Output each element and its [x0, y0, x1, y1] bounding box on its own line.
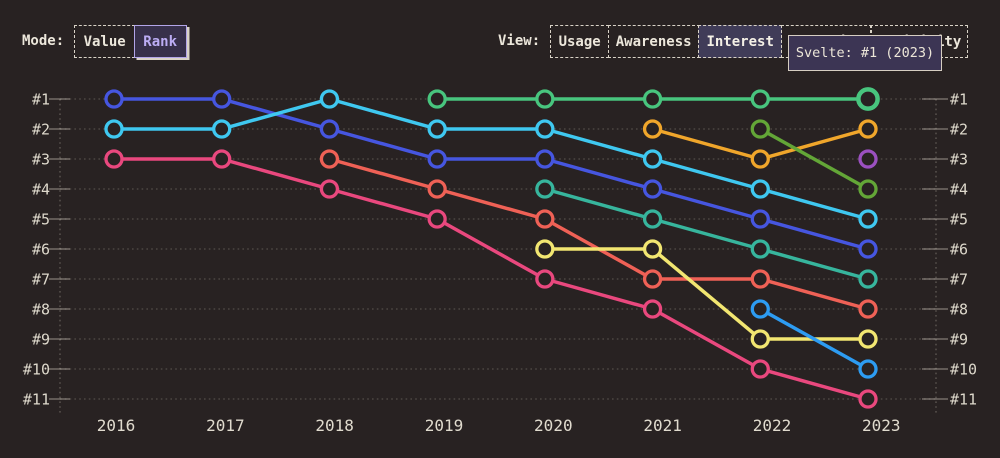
data-point-orange-2021[interactable] [642, 119, 663, 139]
y-axis-label-left-4: #4 [32, 181, 50, 199]
y-axis-label-right-5: #5 [950, 211, 968, 229]
data-point-yellow-2022[interactable] [750, 329, 770, 349]
data-point-cyan-2023[interactable] [858, 209, 878, 229]
data-point-pink-2022[interactable] [750, 359, 770, 379]
y-axis-label-left-1: #1 [32, 91, 50, 109]
data-point-pink-2021[interactable] [642, 299, 663, 319]
data-point-orange-2023[interactable] [858, 119, 878, 139]
data-point-pink-2018[interactable] [319, 179, 340, 199]
data-point-pink-2023[interactable] [858, 389, 878, 409]
y-axis-label-right-1: #1 [950, 91, 968, 109]
series-line-salmon [327, 157, 870, 311]
data-point-royal-blue-2020[interactable] [535, 149, 555, 169]
data-point-royal-blue-2019[interactable] [427, 149, 447, 169]
data-point-salmon-2020[interactable] [535, 209, 555, 229]
y-axis-label-left-2: #2 [32, 121, 50, 139]
y-axis-label-left-10: #10 [23, 361, 50, 379]
y-axis-label-left-8: #8 [32, 301, 50, 319]
data-point-cyan-2022[interactable] [750, 179, 770, 199]
data-point-pink-2017[interactable] [212, 149, 232, 169]
data-point-cyan-2017[interactable] [212, 119, 232, 139]
data-point-cyan-2018[interactable] [319, 89, 340, 109]
y-axis-label-right-10: #10 [950, 361, 977, 379]
y-axis-label-left-6: #6 [32, 241, 50, 259]
data-point-teal-2022[interactable] [750, 239, 770, 259]
data-point-sky-blue-2023[interactable] [858, 359, 878, 379]
data-point-pink-2020[interactable] [535, 269, 555, 289]
data-point-salmon-2021[interactable] [642, 269, 663, 289]
y-axis-label-left-11: #11 [23, 391, 50, 409]
y-axis-label-right-7: #7 [950, 271, 968, 289]
data-point-cyan-2019[interactable] [427, 119, 447, 139]
data-point-teal-2020[interactable] [535, 179, 555, 199]
data-point-royal-blue-2017[interactable] [212, 89, 232, 109]
data-point-yellow-2020[interactable] [535, 239, 555, 259]
data-point-royal-blue-2023[interactable] [858, 239, 878, 259]
x-axis-label-2017: 2017 [206, 416, 245, 435]
x-axis-label-2021: 2021 [643, 416, 682, 435]
data-point-salmon-2018[interactable] [319, 149, 340, 169]
data-point-cyan-2021[interactable] [642, 149, 663, 169]
data-point-salmon-2023[interactable] [858, 299, 878, 319]
series-line-olive-green [758, 127, 870, 191]
x-axis-label-2016: 2016 [97, 416, 136, 435]
series-line-sky-blue [758, 307, 870, 371]
y-axis-label-left-3: #3 [32, 151, 50, 169]
data-point-pink-2019[interactable] [427, 209, 447, 229]
tooltip: Svelte: #1 (2023) [788, 35, 942, 71]
y-axis-label-right-2: #2 [950, 121, 968, 139]
x-axis-label-2020: 2020 [534, 416, 573, 435]
data-point-yellow-2023[interactable] [858, 329, 878, 349]
data-point-pink-2016[interactable] [104, 149, 124, 169]
series-line-cyan [112, 97, 870, 221]
data-point-olive-green-2023[interactable] [858, 179, 878, 199]
y-axis-label-left-9: #9 [32, 331, 50, 349]
data-point-yellow-2021[interactable] [642, 239, 663, 259]
data-point-purple-2023[interactable] [858, 149, 878, 169]
x-axis-label-2022: 2022 [753, 416, 792, 435]
data-point-royal-blue-2016[interactable] [104, 89, 124, 109]
x-axis-label-2018: 2018 [315, 416, 354, 435]
data-point-svelte-green-2021[interactable] [642, 89, 663, 109]
view-option-interest[interactable]: Interest [698, 25, 783, 58]
y-axis-label-right-9: #9 [950, 331, 968, 349]
y-axis-label-right-4: #4 [950, 181, 968, 199]
series-line-royal-blue [112, 97, 870, 251]
data-point-cyan-2020[interactable] [535, 119, 555, 139]
data-point-svelte-green-2019[interactable] [427, 89, 447, 109]
data-point-sky-blue-2022[interactable] [750, 299, 770, 319]
y-axis-label-right-3: #3 [950, 151, 968, 169]
view-label: View: [498, 33, 541, 49]
data-point-svelte-green-2023[interactable] [856, 87, 880, 111]
y-axis-label-right-6: #6 [950, 241, 968, 259]
data-point-royal-blue-2021[interactable] [642, 179, 663, 199]
data-point-teal-2023[interactable] [858, 269, 878, 289]
data-point-royal-blue-2022[interactable] [750, 209, 770, 229]
data-point-svelte-green-2022[interactable] [750, 89, 770, 109]
view-option-usage[interactable]: Usage [550, 25, 610, 58]
series-line-pink [112, 157, 870, 401]
series-line-teal [543, 187, 870, 281]
x-axis-label-2023: 2023 [862, 416, 901, 435]
x-axis-label-2019: 2019 [425, 416, 464, 435]
mode-button-group: Value Rank [74, 25, 187, 58]
data-point-cyan-2016[interactable] [104, 119, 124, 139]
data-point-svelte-green-2020[interactable] [535, 89, 555, 109]
tooltip-text: Svelte: #1 (2023) [795, 45, 935, 61]
mode-label: Mode: [22, 33, 65, 49]
mode-option-rank[interactable]: Rank [133, 25, 187, 58]
mode-control: Mode: Value Rank [22, 25, 187, 58]
data-point-salmon-2022[interactable] [750, 269, 770, 289]
y-axis-label-right-8: #8 [950, 301, 968, 319]
y-axis-label-right-11: #11 [950, 391, 977, 409]
data-point-orange-2022[interactable] [750, 149, 770, 169]
data-point-olive-green-2022[interactable] [750, 119, 770, 139]
data-point-teal-2021[interactable] [642, 209, 663, 229]
data-point-salmon-2019[interactable] [427, 179, 447, 199]
data-point-royal-blue-2018[interactable] [319, 119, 340, 139]
y-axis-label-left-5: #5 [32, 211, 50, 229]
y-axis-label-left-7: #7 [32, 271, 50, 289]
